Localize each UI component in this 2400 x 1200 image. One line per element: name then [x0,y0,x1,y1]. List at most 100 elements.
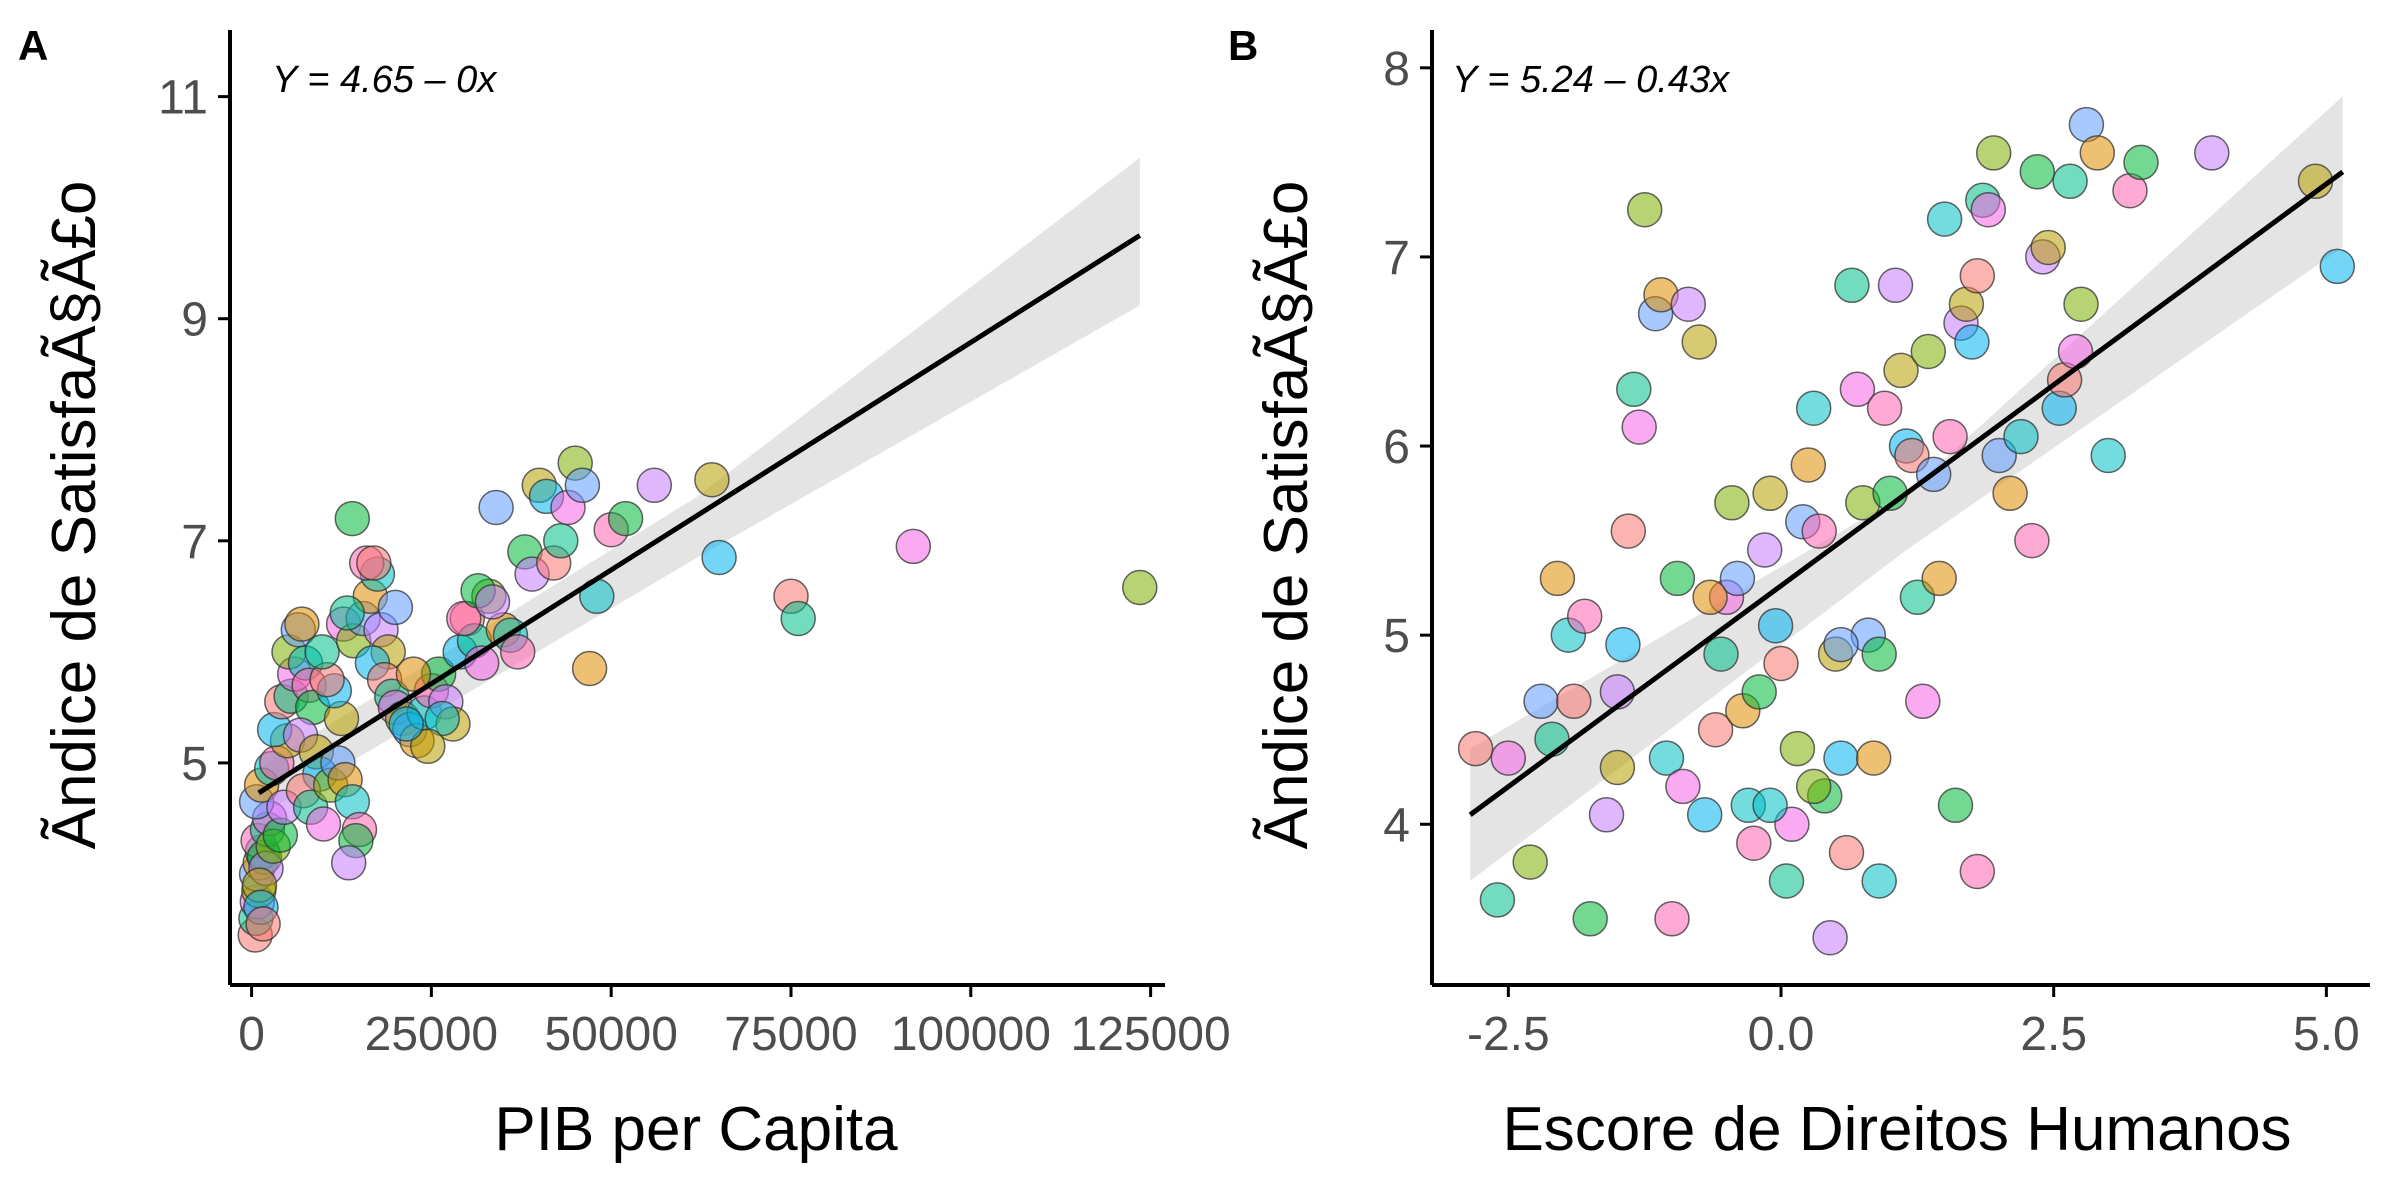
panel-a-point [356,545,392,581]
panel-a-point [564,467,601,504]
panel-b-point [1719,560,1756,597]
panel-b-point [2319,248,2356,285]
panel-a-y-axis-title: Ãndice de SatisfaÃ§Ã£o [40,181,109,850]
panel-a-point [284,606,320,642]
panel-b-point [2030,229,2066,266]
panel-b-point [1736,825,1772,861]
panel-b-point [1861,636,1897,672]
panel-a-point [245,906,281,942]
panel-b-point [1703,636,1739,672]
panel-b-point [1795,768,1832,805]
panel-a-point [636,467,673,504]
panel-a-x-tick-label: 0 [238,1008,265,1061]
panel-a-point [571,650,608,687]
panel-b-point [1566,598,1603,634]
panel-a-point [424,700,460,737]
panel-b-point [1610,513,1647,549]
panel-a-label: A [18,22,48,69]
panel-b-point [2052,163,2088,200]
panel-b-point [2057,333,2094,370]
panel-b-point [1975,135,2012,171]
panel-b-point [2019,154,2056,190]
panel-b-point [1588,797,1625,833]
panel-b-point [1768,863,1805,899]
panel-b-x-tick-label: -2.5 [1467,1008,1550,1061]
panel-a-point [607,500,644,537]
panel-b-y-tick-label: 6 [1383,421,1410,474]
panel-a-point [694,461,730,498]
panel-b-plot-area: 4 5 6 7 8 -2.5 0.0 2.5 5.0 [1383,30,2370,1061]
panel-a-trend-line [257,233,1142,796]
panel-b-point [1954,324,1990,360]
panel-b: B Y = 5.24 – 0.43x Ãndice de SatisfaÃ§Ã£… [1228,22,2370,1164]
panel-a-y-tick-label: 7 [181,516,208,569]
panel-b-point [1714,485,1750,521]
panel-a-point [446,600,482,637]
panel-b-point [1855,740,1892,776]
panel-b-point [1992,475,2028,512]
panel-b-point [1605,626,1641,663]
panel-a-point [334,500,371,537]
panel-a-x-axis-title: PIB per Capita [494,1095,898,1164]
panel-b-point [1523,683,1559,720]
panel-b-point [1752,475,1788,512]
panel-a-point [474,584,511,620]
panel-b-point [2123,144,2159,181]
panel-b-point [1654,901,1690,937]
panel-b-point [1752,787,1788,824]
panel-b-x-tick-label: 0.0 [1748,1008,1815,1061]
panel-b-trend-line [1468,169,2345,817]
panel-b-equation: Y = 5.24 – 0.43x [1452,59,1731,101]
panel-b-point [1834,267,1870,304]
panel-b-point [2003,418,2039,455]
panel-b-point [1763,645,1799,682]
panel-b-point [2014,522,2050,559]
panel-b-point [1937,787,1974,824]
panel-b-point [1812,919,1848,956]
panel-b-point [1686,797,1723,833]
panel-b-point [1665,768,1701,805]
panel-b-point [1910,333,1947,370]
panel-b-point [1932,418,1968,455]
panel-a-y-tick-label: 11 [158,72,208,125]
panel-a-plot-area: 5 7 9 11 0 25000 50000 75000 100000 125000 [158,30,1231,1061]
panel-a-point [388,706,424,742]
panel-a-point [377,589,414,626]
panel-a-point [329,595,365,631]
panel-b-point [1790,447,1827,483]
panel-b-y-tick-label: 4 [1383,799,1410,852]
panel-b-point [1534,721,1570,757]
panel-b-point [1823,740,1859,776]
panel-a-point [701,539,737,576]
panel-b-point [1926,201,1963,237]
panel-b-point [2090,437,2126,474]
panel-b-point [1779,730,1816,767]
panel-b-point [1959,853,1996,890]
panel-b-point [1970,191,2007,228]
panel-b-point [1648,740,1685,776]
panel-a-point [780,600,816,637]
panel-a-x-tick-label: 100000 [891,1008,1051,1061]
panel-b-point [1539,560,1576,597]
panel-b-point [1746,532,1783,568]
panel-b-point [1741,674,1777,710]
panel-a-x-tick-label: 75000 [724,1008,857,1061]
panel-b-point [2063,286,2099,322]
panel-a-point [478,489,514,526]
panel-b-x-tick-label: 2.5 [2020,1008,2087,1061]
panel-a-x-tick-label: 25000 [365,1008,498,1061]
panel-b-label: B [1228,22,1258,69]
panel-b-point [1490,740,1527,776]
panel-b-point [1883,352,1919,389]
panel-b-y-tick-label: 8 [1383,43,1410,96]
panel-b-point [1572,901,1608,937]
panel-a-equation: Y = 4.65 – 0x [272,59,498,101]
panel-b-point [1795,390,1832,426]
panel-b-y-axis-title: Ãndice de SatisfaÃ§Ã£o [1252,181,1321,850]
panel-a-point [543,523,579,559]
panel-b-confidence-band [1470,96,2343,881]
panel-b-point [1757,607,1794,644]
panel-b-point [1616,371,1652,408]
panel-a-point [304,634,340,670]
